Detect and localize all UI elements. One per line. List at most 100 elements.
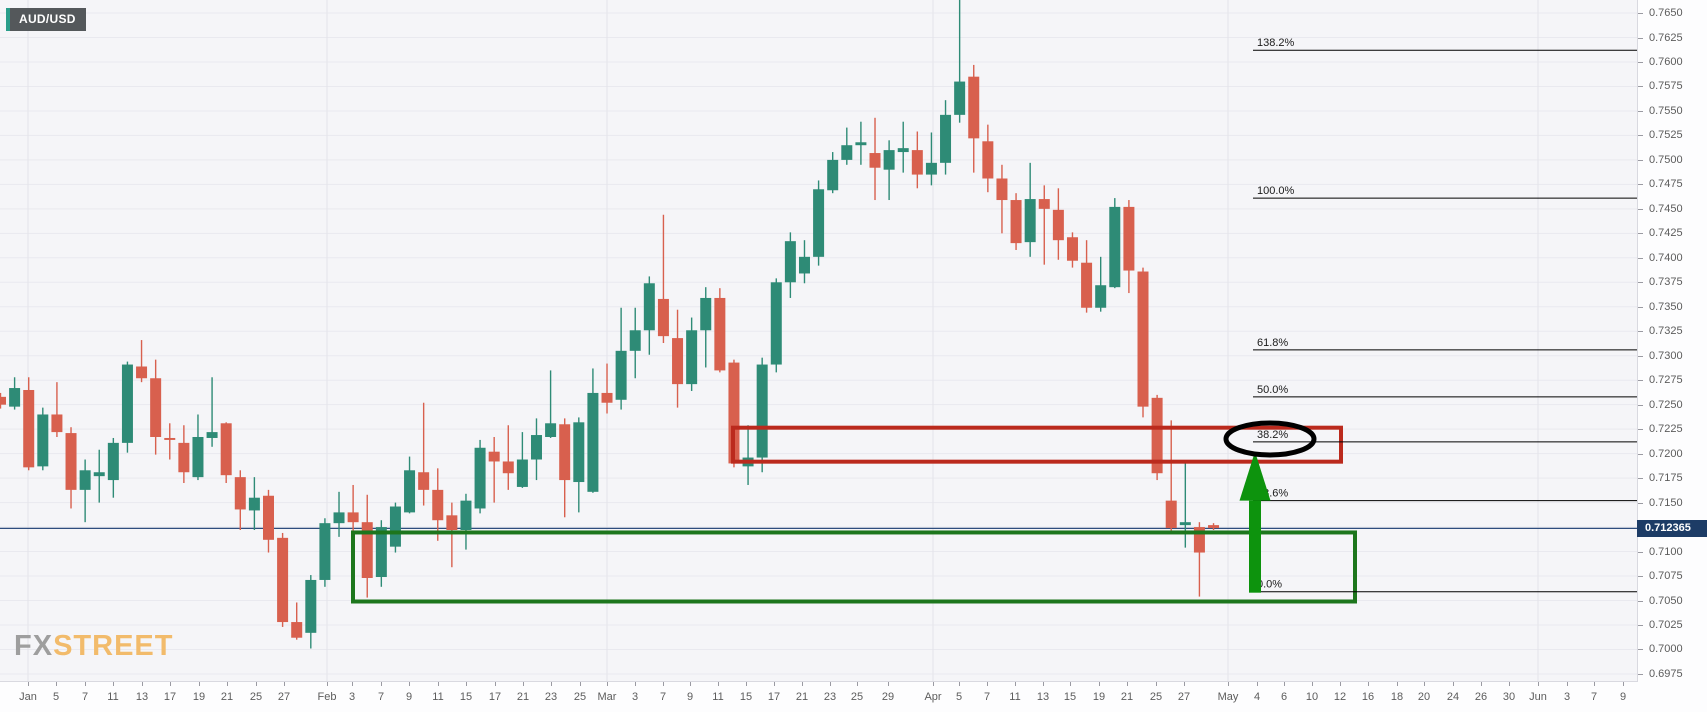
time-axis-label: 23	[823, 691, 837, 703]
time-axis[interactable]: Jan 5 7 11 13 17 19 21 25 27 Feb 3 7 9 11 15 17 21 23 25 Mar…	[0, 682, 1637, 712]
candle-body	[192, 436, 204, 478]
price-axis-label: 0.7200	[1649, 447, 1683, 460]
candle-body	[657, 298, 669, 337]
price-axis-tick	[1638, 159, 1643, 161]
time-axis-label: Mar	[597, 691, 617, 703]
price-axis-label: 0.7425	[1649, 227, 1683, 240]
candle-body	[79, 470, 91, 490]
price-axis-label: 0.7075	[1649, 570, 1683, 583]
time-axis-label: 25	[850, 691, 864, 703]
time-axis-tick	[1312, 682, 1313, 686]
candle-body	[1123, 206, 1135, 271]
candle-body	[333, 512, 345, 524]
price-axis-label: 0.7475	[1649, 178, 1683, 191]
time-axis-label: May	[1217, 691, 1239, 703]
price-axis-label: 0.7300	[1649, 349, 1683, 362]
time-axis-tick	[1340, 682, 1341, 686]
time-axis-label: 10	[1305, 691, 1319, 703]
candle-body	[968, 76, 980, 139]
resistance-box-annotation[interactable]	[731, 425, 1343, 464]
candle-body	[954, 81, 966, 115]
candle-body	[502, 461, 514, 474]
price-axis-tick	[1638, 576, 1643, 578]
time-axis-tick	[1509, 682, 1510, 686]
price-axis-tick	[1638, 282, 1643, 284]
candle-body	[629, 330, 641, 351]
price-axis-tick	[1638, 13, 1643, 15]
up-arrow-shaft[interactable]	[1249, 500, 1261, 593]
candle-body	[545, 423, 557, 437]
candle-body	[277, 537, 289, 623]
price-axis-label: 0.7650	[1649, 7, 1683, 20]
candle-body	[1038, 199, 1050, 209]
time-axis-label: 3	[1563, 691, 1571, 703]
time-axis-label: Feb	[317, 691, 337, 703]
candle-body	[798, 256, 810, 274]
time-axis-tick	[857, 682, 858, 686]
time-axis-label: 9	[1619, 691, 1627, 703]
time-axis-tick	[987, 682, 988, 686]
price-axis-label: 0.7275	[1649, 374, 1683, 387]
time-axis-tick	[409, 682, 410, 686]
candle-body	[432, 489, 444, 521]
instrument-badge[interactable]: AUD/USD	[6, 8, 86, 31]
time-axis-tick	[1156, 682, 1157, 686]
price-axis-label: 0.7100	[1649, 545, 1683, 558]
candle-body	[714, 297, 726, 371]
candle-body	[389, 506, 401, 547]
fib-level-label: 61.8%	[1257, 337, 1288, 349]
candle-body	[150, 378, 162, 437]
price-axis-tick	[1638, 110, 1643, 112]
price-axis-tick	[1638, 233, 1643, 235]
time-axis-tick	[802, 682, 803, 686]
candle-body	[1137, 271, 1149, 407]
support-box-annotation[interactable]	[351, 530, 1357, 604]
time-axis-label: 15	[739, 691, 753, 703]
time-axis-label: 6	[1280, 691, 1288, 703]
candle-body	[347, 512, 359, 523]
candle-body	[9, 388, 21, 407]
time-axis-label: 5	[52, 691, 60, 703]
candle-body	[686, 330, 698, 385]
time-axis-label: 13	[135, 691, 149, 703]
time-axis-tick	[888, 682, 889, 686]
chart-canvas[interactable]: 138.2%100.0%61.8%50.0%38.2%23.6%0.0%	[0, 0, 1637, 681]
candle-body	[474, 447, 486, 509]
time-axis-tick	[663, 682, 664, 686]
candle-body	[1179, 522, 1191, 526]
time-axis-tick	[227, 682, 228, 686]
price-axis-label: 0.7325	[1649, 325, 1683, 338]
candle-body	[601, 392, 613, 403]
ellipse-highlight-annotation[interactable]	[1223, 420, 1317, 458]
price-axis-tick	[1638, 208, 1643, 210]
price-axis-label: 0.6975	[1649, 667, 1683, 680]
price-axis[interactable]: 0.7650 0.7625 0.7600 0.7575 0.7550 0.7525 0.75…	[1638, 0, 1707, 681]
candle-body	[446, 515, 458, 531]
time-axis-label: 18	[1390, 691, 1404, 703]
time-axis-label: 29	[881, 691, 895, 703]
candle-body	[559, 424, 571, 481]
time-axis-label: 9	[405, 691, 413, 703]
time-axis-label: 15	[1063, 691, 1077, 703]
candle-body	[1024, 199, 1036, 243]
price-axis-tick	[1638, 624, 1643, 626]
candle-body	[206, 432, 218, 438]
price-axis-tick	[1638, 502, 1643, 504]
time-axis-label: 11	[432, 691, 444, 703]
time-axis-tick	[551, 682, 552, 686]
price-axis-label: 0.7625	[1649, 31, 1683, 44]
candle-body	[516, 459, 528, 487]
price-axis-label: 0.7550	[1649, 104, 1683, 117]
candle-body	[1095, 285, 1107, 308]
candle-body	[672, 338, 684, 385]
price-axis-label: 0.7050	[1649, 594, 1683, 607]
candle-body	[375, 527, 387, 578]
price-axis-label: 0.7150	[1649, 496, 1683, 509]
candle-body	[897, 148, 909, 153]
price-axis-tick	[1638, 135, 1643, 137]
time-axis-label: 26	[1474, 691, 1488, 703]
up-arrow-head[interactable]	[1239, 451, 1271, 501]
time-axis-tick	[1070, 682, 1071, 686]
time-axis-label: 11	[712, 691, 724, 703]
